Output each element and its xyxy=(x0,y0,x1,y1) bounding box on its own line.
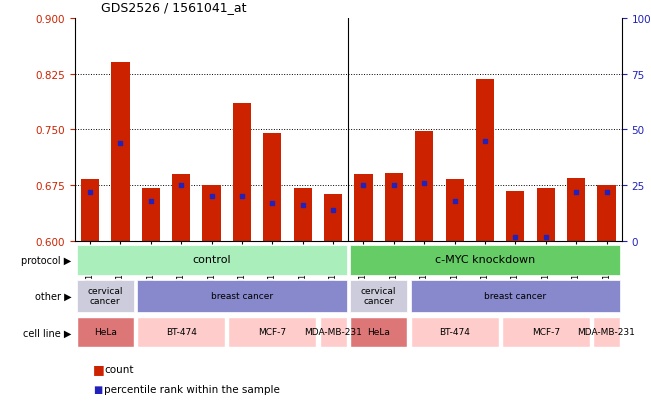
Bar xyxy=(81,180,99,242)
Text: cervical
cancer: cervical cancer xyxy=(87,286,123,305)
Text: control: control xyxy=(192,254,231,264)
Bar xyxy=(172,175,190,242)
Text: MDA-MB-231: MDA-MB-231 xyxy=(577,328,635,336)
Bar xyxy=(77,280,134,312)
Text: MCF-7: MCF-7 xyxy=(258,328,286,336)
Bar xyxy=(350,245,620,275)
Bar xyxy=(567,178,585,242)
Bar xyxy=(142,188,160,242)
Bar xyxy=(137,318,225,347)
Text: breast cancer: breast cancer xyxy=(484,291,546,300)
Bar xyxy=(320,318,346,347)
Bar xyxy=(445,180,464,242)
Text: HeLa: HeLa xyxy=(367,328,390,336)
Bar xyxy=(536,189,555,242)
Bar xyxy=(77,318,134,347)
Bar xyxy=(415,132,434,242)
Text: BT-474: BT-474 xyxy=(166,328,197,336)
Text: cell line ▶: cell line ▶ xyxy=(23,328,72,337)
Text: ■: ■ xyxy=(93,385,102,394)
Text: cervical
cancer: cervical cancer xyxy=(361,286,396,305)
Text: other ▶: other ▶ xyxy=(35,291,72,301)
Bar xyxy=(506,191,525,242)
Bar xyxy=(324,195,342,242)
Text: protocol ▶: protocol ▶ xyxy=(21,255,72,265)
Text: count: count xyxy=(104,364,133,374)
Bar xyxy=(354,175,372,242)
Bar xyxy=(111,63,130,242)
Bar xyxy=(593,318,620,347)
Text: c-MYC knockdown: c-MYC knockdown xyxy=(435,254,535,264)
Bar xyxy=(385,173,403,242)
Text: BT-474: BT-474 xyxy=(439,328,470,336)
Bar xyxy=(263,134,281,242)
Bar xyxy=(77,245,346,275)
Bar xyxy=(502,318,590,347)
Bar xyxy=(350,318,408,347)
Text: breast cancer: breast cancer xyxy=(211,291,273,300)
Bar xyxy=(598,186,616,242)
Bar xyxy=(476,80,494,242)
Text: HeLa: HeLa xyxy=(94,328,117,336)
Bar xyxy=(229,318,316,347)
Text: ■: ■ xyxy=(93,362,105,375)
Bar xyxy=(294,189,312,242)
Bar xyxy=(202,186,221,242)
Bar xyxy=(350,280,408,312)
Text: percentile rank within the sample: percentile rank within the sample xyxy=(104,385,280,394)
Text: MDA-MB-231: MDA-MB-231 xyxy=(304,328,362,336)
Bar xyxy=(411,280,620,312)
Bar xyxy=(137,280,346,312)
Text: MCF-7: MCF-7 xyxy=(532,328,560,336)
Text: GDS2526 / 1561041_at: GDS2526 / 1561041_at xyxy=(101,2,247,14)
Bar xyxy=(233,104,251,242)
Bar xyxy=(411,318,499,347)
